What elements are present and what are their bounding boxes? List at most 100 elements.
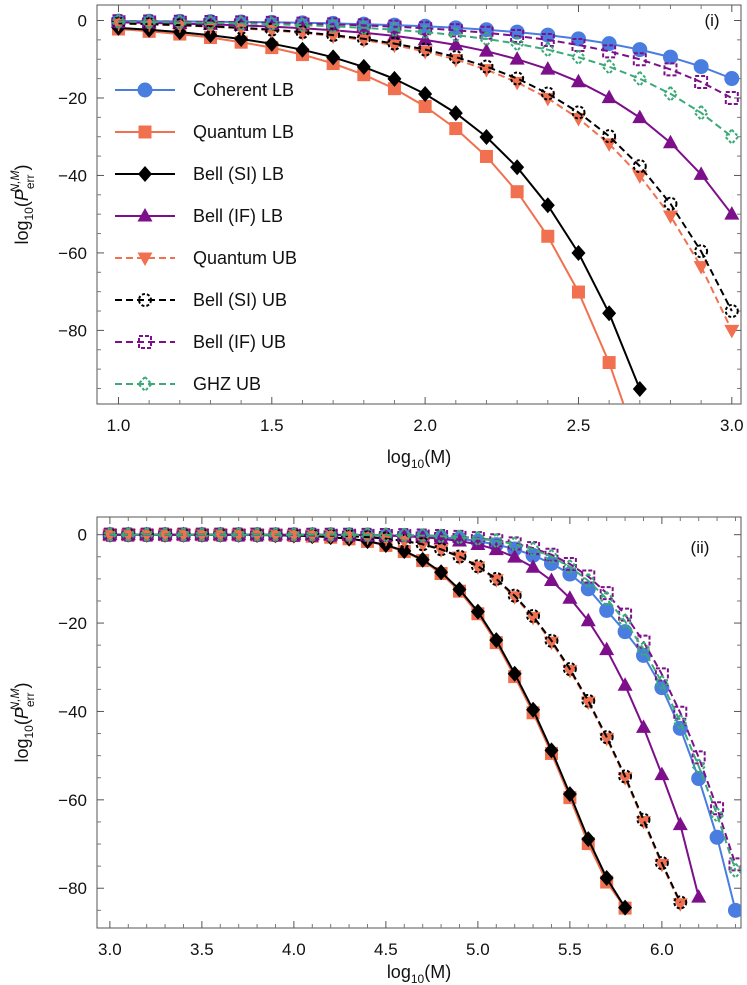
data-point (479, 149, 493, 163)
legend-label: Quantum LB (193, 122, 294, 142)
data-point (654, 856, 669, 871)
data-point (233, 22, 249, 37)
data-point (580, 581, 596, 597)
data-point (654, 858, 670, 873)
data-point (489, 632, 504, 649)
x-tick-label: 5.0 (466, 940, 490, 959)
data-point (540, 197, 555, 214)
data-point (249, 526, 265, 544)
data-point (544, 633, 559, 648)
series-line-ghz-ub (109, 533, 737, 871)
data-point (386, 21, 403, 39)
data-point (356, 58, 371, 75)
data-point (509, 51, 525, 65)
data-point (599, 732, 615, 747)
data-point (488, 574, 504, 588)
legend-swatch-marker (138, 125, 152, 139)
data-point (356, 18, 371, 33)
series-line-ghz-ub (118, 20, 733, 138)
data-point (562, 786, 577, 803)
series-group (110, 13, 740, 404)
legend-swatch-marker (138, 293, 152, 307)
data-point (138, 526, 155, 544)
data-point (120, 526, 137, 544)
data-point (449, 122, 463, 136)
legend-swatch-marker (138, 166, 152, 182)
data-point (581, 831, 596, 848)
data-point (526, 608, 541, 623)
data-point (448, 105, 463, 122)
data-point (562, 556, 577, 571)
data-point (690, 757, 707, 775)
data-point (295, 41, 310, 58)
data-point (110, 13, 127, 31)
data-point (635, 815, 651, 830)
data-point (397, 542, 412, 559)
data-point (654, 766, 670, 781)
data-point (631, 70, 648, 88)
x-tick-label: 1.5 (260, 416, 284, 435)
data-point (510, 28, 525, 43)
data-point (635, 640, 652, 658)
data-point (264, 35, 279, 52)
data-point (418, 86, 433, 103)
data-point (663, 196, 678, 211)
data-point (433, 527, 449, 545)
y-tick-label: −80 (58, 321, 87, 340)
data-point (543, 572, 559, 587)
legend-label: Quantum UB (193, 248, 297, 268)
data-point (539, 41, 556, 59)
data-point (602, 356, 616, 370)
data-point (727, 862, 741, 880)
legend: Coherent LB Quantum LB Bell (SI) LB Bell (I… (115, 80, 297, 394)
data-point (433, 544, 449, 558)
plot-frame (96, 4, 742, 405)
data-point (693, 59, 709, 75)
data-point (654, 667, 669, 682)
data-point (580, 696, 596, 711)
data-point (506, 535, 523, 553)
data-point (636, 812, 651, 827)
data-point (672, 713, 689, 731)
x-tick-label: 6.0 (650, 940, 674, 959)
data-point (601, 89, 617, 104)
data-point (418, 42, 433, 57)
data-point (359, 526, 376, 544)
data-point (263, 15, 280, 33)
data-point (171, 13, 188, 31)
legend-swatch-marker (137, 252, 153, 266)
legend-item-bell-si-ub: Bell (SI) UB (115, 290, 287, 310)
legend-item-coherent-lb: Coherent LB (115, 80, 294, 100)
series-ghz-ub (110, 13, 740, 146)
data-point (599, 641, 615, 656)
data-point (478, 22, 494, 38)
series-line-bell-if-lb (109, 533, 700, 898)
x-tick-label: 3.0 (720, 416, 744, 435)
data-point (724, 90, 739, 105)
x-tick-label: 2.0 (413, 416, 437, 435)
series-line-bell-si-ub (109, 533, 682, 903)
panel-ii: 3.0 3.5 4.0 4.5 5.0 5.5 6.0 0 −20 −40 −60 −80 log10(… (8, 516, 742, 985)
data-point (727, 902, 741, 918)
data-point (510, 159, 525, 176)
y-tick-label: 0 (78, 526, 87, 545)
y-tick-label: −60 (58, 791, 87, 810)
series-ghz-ub (102, 526, 741, 880)
data-point (452, 581, 467, 598)
data-point (710, 801, 725, 816)
panel-label: (ii) (691, 538, 710, 557)
legend-item-ghz-ub: GHZ UB (115, 374, 261, 394)
data-point (601, 36, 617, 52)
series-bell-si-ub (111, 16, 739, 319)
y-tick-label: −60 (58, 244, 87, 263)
data-point (662, 134, 678, 149)
data-point (202, 14, 219, 32)
data-point (447, 26, 464, 44)
data-point (286, 526, 302, 544)
x-tick-label: 3.5 (190, 940, 214, 959)
data-point (102, 526, 118, 544)
legend-label: GHZ UB (193, 374, 261, 394)
data-point (571, 105, 586, 120)
data-point (387, 82, 401, 96)
